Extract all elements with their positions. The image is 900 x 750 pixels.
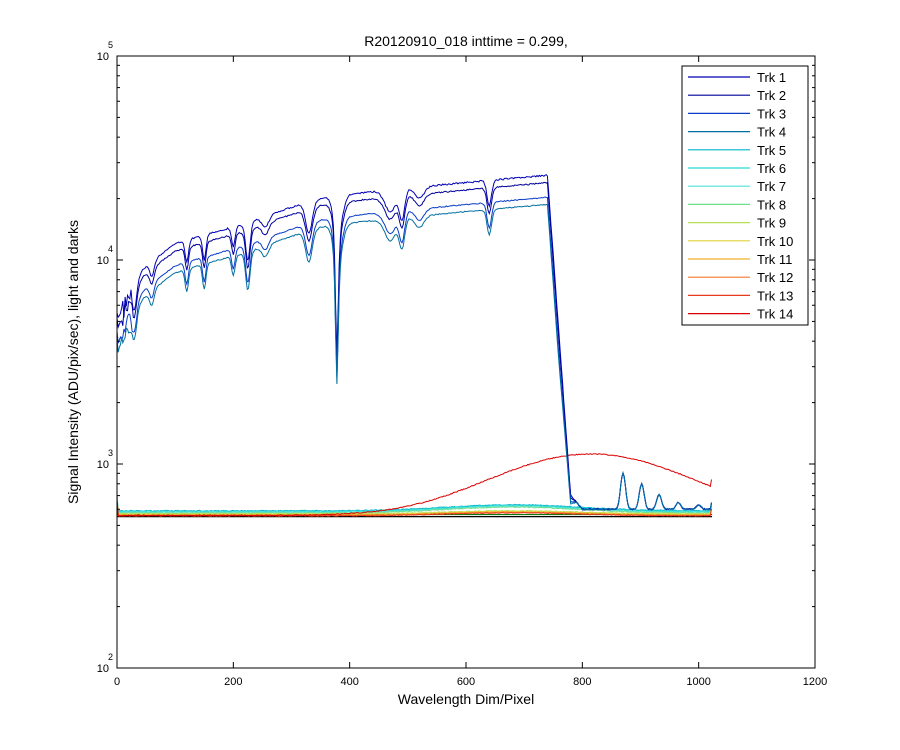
legend-label: Trk 8 <box>757 197 786 212</box>
legend-label: Trk 12 <box>757 270 793 285</box>
x-tick-label: 1200 <box>803 676 827 688</box>
series-layer <box>117 174 713 518</box>
x-axis-label: Wavelength Dim/Pixel <box>398 691 534 707</box>
legend-label: Trk 2 <box>757 88 786 103</box>
y-tick-exponent: 2 <box>108 652 113 662</box>
legend-label: Trk 13 <box>757 288 793 303</box>
x-tick-label: 600 <box>457 676 475 688</box>
y-tick-exponent: 4 <box>108 244 113 254</box>
y-tick-label: 10 <box>97 51 109 63</box>
legend-label: Trk 3 <box>757 106 786 121</box>
series-line-trk-13 <box>117 500 712 517</box>
chart-title: R20120910_018 inttime = 0.299, <box>364 33 568 49</box>
y-tick-exponent: 3 <box>108 448 113 458</box>
legend: Trk 1 Trk 2 Trk 3 Trk 4 Trk 5 Trk 6 Trk 7 Trk 8… <box>681 65 809 326</box>
legend-label: Trk 7 <box>757 179 786 194</box>
legend-label: Trk 5 <box>757 143 786 158</box>
y-tick-label: 10 <box>97 663 109 675</box>
legend-label: Trk 10 <box>757 234 793 249</box>
x-tick-label: 400 <box>340 676 358 688</box>
series-line-trk-4 <box>117 203 712 511</box>
y-axis-label: Signal Intensity (ADU/pix/sec), light an… <box>65 220 81 504</box>
legend-label: Trk 14 <box>757 307 793 322</box>
x-tick-label: 200 <box>224 676 242 688</box>
series-line-trk-3 <box>117 196 712 511</box>
series-line-trk-14 <box>117 453 712 517</box>
legend-label: Trk 4 <box>757 125 786 140</box>
x-tick-label: 0 <box>114 676 120 688</box>
y-tick-label: 10 <box>97 255 109 267</box>
legend-label: Trk 9 <box>757 216 786 231</box>
y-tick-exponent: 5 <box>108 40 113 50</box>
legend-label: Trk 6 <box>757 161 786 176</box>
y-tick-label: 10 <box>97 459 109 471</box>
legend-label: Trk 1 <box>757 70 786 85</box>
legend-label: Trk 11 <box>757 252 792 267</box>
legend-box <box>681 65 809 326</box>
x-tick-label: 800 <box>573 676 591 688</box>
x-tick-label: 1000 <box>686 676 710 688</box>
series-line-trk-8 <box>117 497 712 515</box>
